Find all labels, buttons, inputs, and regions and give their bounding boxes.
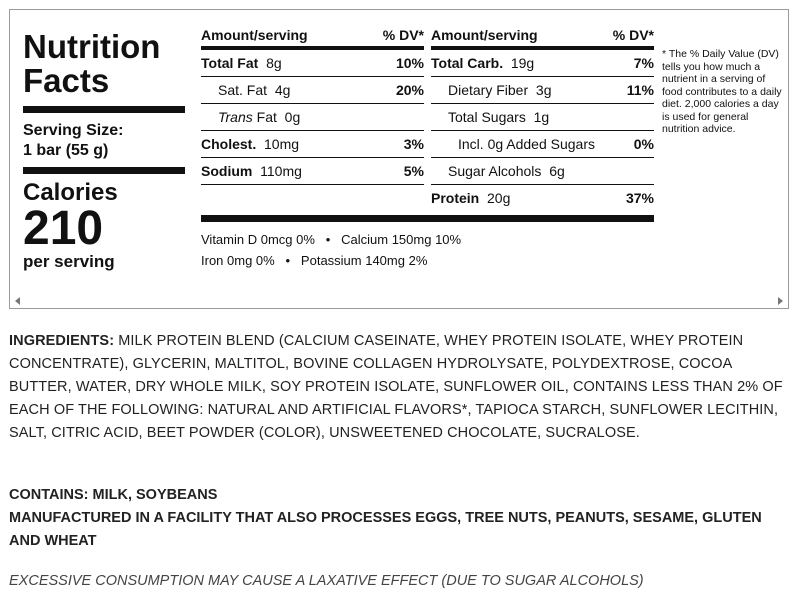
calories-value: 210 bbox=[23, 202, 104, 255]
ingredients-text: INGREDIENTS: MILK PROTEIN BLEND (CALCIUM… bbox=[9, 330, 794, 445]
header-amount: Amount/serving bbox=[431, 27, 538, 43]
vitamins-line-1: Vitamin D 0mcg 0% • Calcium 150mg 10% bbox=[201, 232, 462, 247]
nutrition-facts-panel: Nutrition Facts Serving Size: 1 bar (55 … bbox=[9, 9, 789, 309]
horizontal-scrollbar[interactable] bbox=[11, 295, 787, 307]
nutrient-row-total-fat: Total Fat 8g 10% bbox=[201, 50, 424, 77]
laxative-warning: EXCESSIVE CONSUMPTION MAY CAUSE A LAXATI… bbox=[9, 573, 644, 589]
contains-line: CONTAINS: MILK, SOYBEANS bbox=[9, 487, 218, 503]
calories-label: Calories bbox=[23, 179, 118, 206]
header-dv: % DV* bbox=[382, 27, 424, 43]
nutrient-name: Cholest. bbox=[201, 136, 257, 152]
nutrient-name: Protein bbox=[431, 190, 480, 206]
nutrition-title: Nutrition Facts bbox=[23, 30, 185, 98]
scroll-left-arrow-icon[interactable] bbox=[15, 297, 20, 305]
nutrient-dv: 0% bbox=[633, 136, 654, 152]
ingredients-list: MILK PROTEIN BLEND (CALCIUM CASEINATE, W… bbox=[9, 333, 783, 441]
nutrient-name: Total Sugars bbox=[448, 109, 526, 125]
nutrient-name: Incl. 0g Added Sugars bbox=[458, 136, 595, 152]
nutrient-row-total-carb: Total Carb. 19g 7% bbox=[431, 50, 654, 77]
vitamins-minerals: Vitamin D 0mcg 0% • Calcium 150mg 10% Ir… bbox=[201, 229, 661, 271]
nutrient-table-right: Amount/serving % DV* Total Carb. 19g 7% … bbox=[431, 24, 654, 211]
nutrient-row-total-sugars: Total Sugars 1g bbox=[431, 104, 654, 131]
nutrition-summary: Nutrition Facts Serving Size: 1 bar (55 … bbox=[23, 24, 185, 272]
nutrient-row-cholesterol: Cholest. 10mg 3% bbox=[201, 131, 424, 158]
serving-value: 1 bar (55 g) bbox=[23, 142, 109, 159]
nutrient-dv: 10% bbox=[395, 55, 424, 71]
nutrient-amount: 19g bbox=[510, 55, 535, 71]
nutrient-row-sugar-alcohols: Sugar Alcohols 6g bbox=[431, 158, 654, 185]
nutrient-dv: 11% bbox=[626, 82, 654, 98]
nutrient-name: Total Fat bbox=[201, 55, 259, 71]
nutrient-amount: 8g bbox=[266, 55, 282, 71]
vitamins-line-2: Iron 0mg 0% • Potassium 140mg 2% bbox=[201, 253, 428, 268]
nutrient-name: Sugar Alcohols bbox=[448, 163, 542, 179]
nutrient-dv: 5% bbox=[403, 163, 424, 179]
nutrient-amount: 1g bbox=[533, 109, 550, 125]
ingredients-label: INGREDIENTS: bbox=[9, 333, 115, 349]
nutrient-row-trans-fat: Trans Fat 0g bbox=[201, 104, 424, 131]
serving-size: Serving Size: 1 bar (55 g) bbox=[23, 113, 185, 167]
nutrient-row-dietary-fiber: Dietary Fiber 3g 11% bbox=[431, 77, 654, 104]
header-amount: Amount/serving bbox=[201, 27, 308, 43]
nutrient-amount: 3g bbox=[535, 82, 552, 98]
nutrient-amount: 110mg bbox=[260, 163, 302, 179]
table-header: Amount/serving % DV* bbox=[201, 24, 424, 50]
vitamins-divider bbox=[201, 215, 654, 222]
nutrient-row-added-sugars: Incl. 0g Added Sugars 0% bbox=[431, 131, 654, 158]
divider bbox=[23, 167, 185, 174]
nutrient-row-protein: Protein 20g 37% bbox=[431, 185, 654, 211]
nutrient-dv: 37% bbox=[625, 190, 654, 206]
facility-line: MANUFACTURED IN A FACILITY THAT ALSO PRO… bbox=[9, 510, 762, 549]
nutrient-name: Sat. Fat bbox=[218, 82, 268, 98]
nutrient-dv: 3% bbox=[403, 136, 424, 152]
nutrient-amount: 20g bbox=[487, 190, 511, 206]
nutrient-row-sat-fat: Sat. Fat 4g 20% bbox=[201, 77, 424, 104]
title-line-2: Facts bbox=[23, 62, 110, 99]
nutrient-row-sodium: Sodium 110mg 5% bbox=[201, 158, 424, 185]
nutrient-table-left: Amount/serving % DV* Total Fat 8g 10% Sa… bbox=[201, 24, 424, 185]
nutrient-name: Sodium bbox=[201, 163, 253, 179]
nutrient-amount: 10mg bbox=[264, 136, 300, 152]
nutrient-dv: 7% bbox=[633, 55, 654, 71]
allergen-statement: CONTAINS: MILK, SOYBEANS MANUFACTURED IN… bbox=[9, 484, 794, 553]
nutrient-name: Trans bbox=[218, 109, 253, 125]
table-header: Amount/serving % DV* bbox=[431, 24, 654, 50]
per-serving-label: per serving bbox=[23, 252, 115, 271]
nutrient-name: Dietary Fiber bbox=[448, 82, 529, 98]
nutrient-dv: 20% bbox=[395, 82, 424, 98]
nutrient-name: Total Carb. bbox=[431, 55, 504, 71]
title-line-1: Nutrition bbox=[23, 28, 161, 65]
scroll-right-arrow-icon[interactable] bbox=[778, 297, 783, 305]
nutrient-amount: 4g bbox=[274, 82, 291, 98]
nutrient-amount: 0g bbox=[284, 109, 301, 125]
daily-value-footnote: * The % Daily Value (DV) tells you how m… bbox=[662, 48, 782, 135]
nutrient-name-suffix: Fat bbox=[256, 109, 277, 125]
header-dv: % DV* bbox=[612, 27, 654, 43]
nutrient-amount: 6g bbox=[549, 163, 565, 179]
serving-label: Serving Size: bbox=[23, 122, 124, 139]
divider bbox=[23, 106, 185, 113]
